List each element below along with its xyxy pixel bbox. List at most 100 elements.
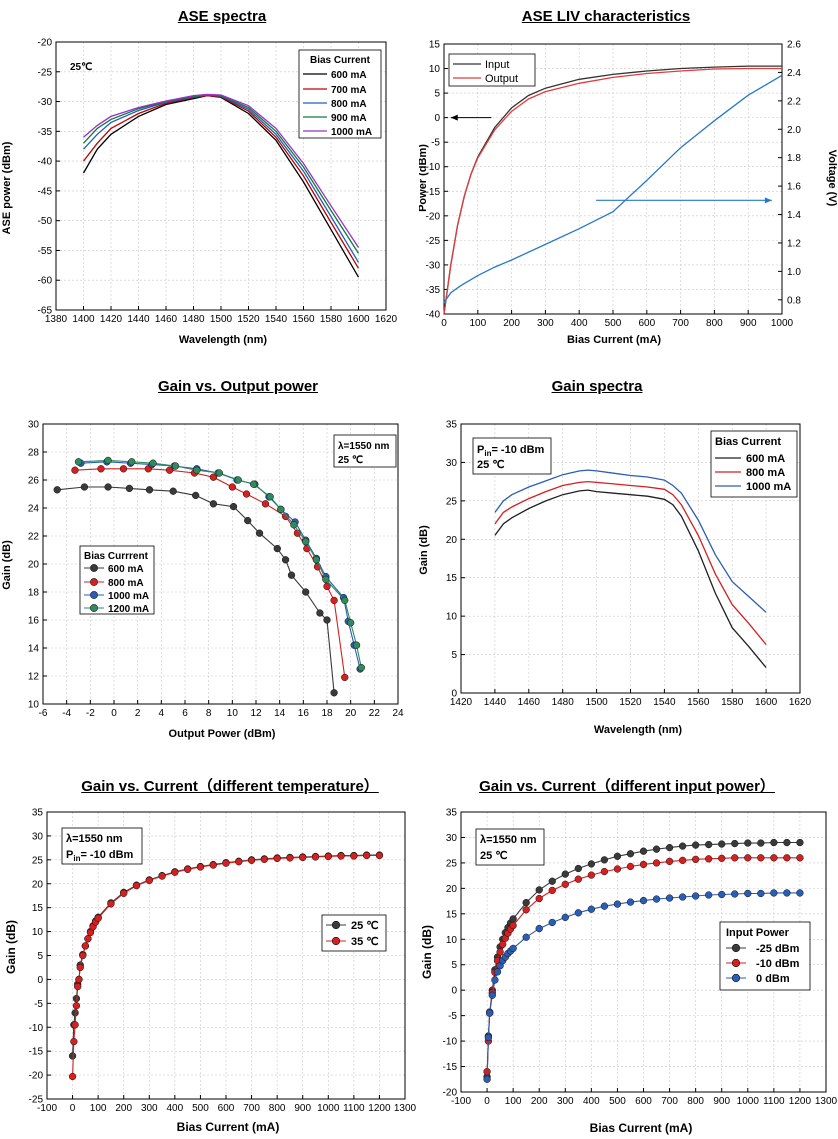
y-tick-label: -15 — [29, 1047, 44, 1058]
legend-entry-600ma: 600 mA — [303, 70, 367, 81]
data-point — [561, 880, 569, 888]
data-point — [587, 905, 596, 913]
y-tick-label: -5 — [431, 138, 440, 149]
data-point — [75, 975, 83, 984]
data-point — [757, 854, 765, 862]
svg-text:1000 mA: 1000 mA — [331, 127, 372, 138]
x-tick-label: 300 — [557, 1096, 574, 1107]
y-tick-label: 5 — [451, 960, 457, 971]
x-axis-label: Wavelength (nm) — [594, 724, 683, 736]
data-point — [196, 863, 205, 871]
y-tick-label: 35 — [446, 420, 458, 431]
y-tick-label: 25 — [446, 858, 458, 869]
y-tick-label: 30 — [446, 833, 458, 844]
x-tick-label: 1620 — [789, 697, 812, 708]
data-point — [626, 850, 635, 858]
x-tick-label: 1620 — [375, 314, 398, 325]
series-line-2 — [494, 469, 767, 613]
y-axis-label: Gain (dB) — [420, 925, 434, 979]
x-tick-label: -6 — [39, 708, 48, 719]
x-tick-label: 600 — [635, 1096, 652, 1107]
legend-entry-1000ma: 1000 mA — [715, 481, 791, 493]
legend-entry-output: Output — [453, 73, 518, 85]
x-tick-label: 6 — [182, 708, 188, 719]
x-tick-label: 1540 — [653, 697, 676, 708]
y2-tick-label: 0.8 — [787, 295, 801, 306]
y-tick-label: 30 — [28, 420, 40, 431]
data-point — [509, 921, 517, 930]
data-point — [128, 458, 136, 466]
y-tick-label: 10 — [446, 935, 458, 946]
wavelength-annotation: λ=1550 nm — [338, 441, 390, 452]
x-tick-label: 400 — [583, 1096, 600, 1107]
y2-tick-label: 2.2 — [787, 96, 801, 107]
y-tick-label: -20 — [443, 1088, 458, 1099]
y-tick-label: 15 — [446, 909, 458, 920]
temperature-annotation: 25 ℃ — [480, 850, 508, 862]
svg-text:1000 mA: 1000 mA — [746, 481, 791, 493]
legend-title: Bias Current — [715, 436, 781, 448]
chart-title-gain-vs-current-input: Gain vs. Current（different input power） — [479, 778, 775, 795]
data-point — [535, 886, 543, 894]
input-power-annotation: Pin= -10 dBm — [66, 849, 134, 863]
annotation-box: λ=1550 nm Pin= -10 dBm — [61, 827, 143, 865]
x-tick-label: 100 — [469, 318, 486, 329]
x-tick-label: 16 — [298, 708, 310, 719]
data-point — [613, 865, 622, 873]
x-tick-label: 1580 — [320, 314, 343, 325]
data-point — [535, 894, 543, 903]
y-tick-label: -20 — [426, 211, 441, 222]
data-point — [522, 898, 530, 907]
legend-entry-25c: 25 ℃ — [326, 920, 379, 932]
chart-ase-spectra: 1380 1400 1420 1440 1460 1480 1500 1520 1540 1560… — [1, 38, 398, 347]
data-point — [266, 493, 274, 501]
y-tick-label: -20 — [29, 1071, 44, 1082]
legend-entry-900ma: 900 mA — [303, 113, 367, 124]
x-tick-label: 1600 — [347, 314, 370, 325]
series-line-1 — [494, 480, 767, 646]
x-tick-label: 0 — [70, 1103, 76, 1114]
input-power-annotation: Pin= -10 dBm 25 ℃ — [472, 437, 552, 475]
data-point — [639, 860, 648, 869]
legend-entry-input: Input — [453, 59, 509, 71]
data-point — [678, 842, 687, 850]
x-tick-label: 200 — [503, 318, 520, 329]
legend-title: Bias Currrent — [84, 551, 149, 562]
data-point — [613, 900, 622, 908]
data-point — [600, 856, 609, 864]
data-point — [486, 1009, 494, 1017]
chart-title-ase-spectra: ASE spectra — [177, 8, 267, 25]
data-point — [678, 893, 687, 901]
plot-area: -100 0 100 200 300 400 500 600 700 800 900 1000 1100… — [443, 808, 838, 1108]
y-tick-label: 20 — [446, 535, 458, 546]
svg-text:Pin= -10 dBm: Pin= -10 dBm — [477, 444, 545, 458]
data-point — [770, 854, 778, 862]
y-tick-label: -30 — [38, 97, 53, 108]
data-point — [574, 864, 582, 873]
data-point — [652, 845, 661, 853]
data-point — [104, 456, 112, 465]
data-point — [209, 473, 218, 481]
data-point — [287, 571, 296, 579]
svg-text:600 mA: 600 mA — [746, 453, 785, 465]
data-point — [72, 1002, 81, 1010]
data-point — [70, 1037, 78, 1046]
y-tick-label: 10 — [28, 700, 40, 711]
x-axis-label: Output Power (dBm) — [169, 728, 276, 740]
data-point — [718, 890, 726, 899]
data-point — [242, 490, 251, 498]
x-tick-label: 1000 — [771, 318, 794, 329]
x-tick-label: 100 — [505, 1096, 522, 1107]
y-tick-label: -10 — [426, 162, 441, 173]
y-tick-label: -10 — [443, 1037, 458, 1048]
x-tick-label: 10 — [227, 708, 239, 719]
x-tick-label: 1580 — [721, 697, 744, 708]
y-tick-label: -65 — [38, 306, 53, 317]
y-tick-label: -5 — [448, 1011, 457, 1022]
legend-entry-800ma: 800 mA — [303, 99, 367, 110]
series-group — [483, 838, 804, 1083]
data-point — [169, 487, 177, 495]
y-tick-label: 30 — [32, 831, 44, 842]
data-point — [574, 875, 582, 883]
x-tick-label: 500 — [605, 318, 622, 329]
